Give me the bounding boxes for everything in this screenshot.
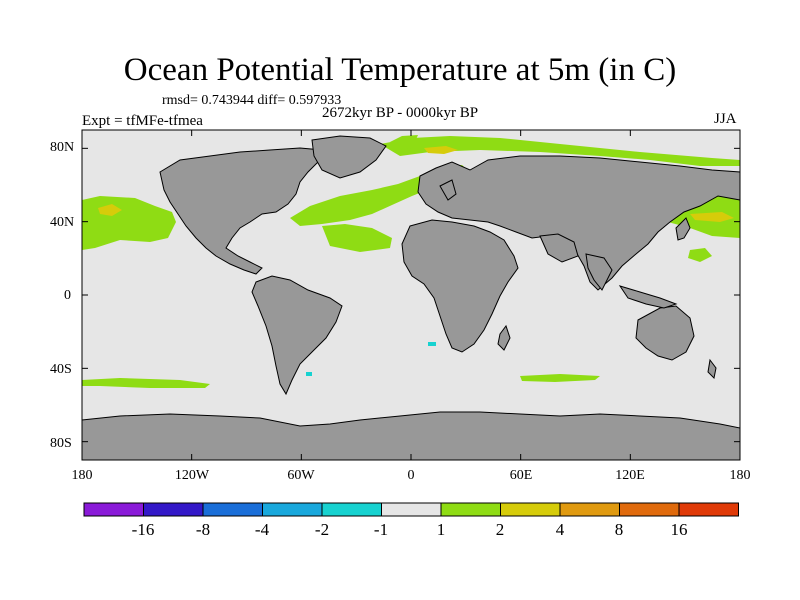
x-tick-label-0: 0 <box>407 468 415 483</box>
indonesia <box>618 285 678 309</box>
kuroshio-patch <box>690 212 734 222</box>
south-america <box>251 275 343 396</box>
season-label: JJA <box>714 111 737 127</box>
period-line: 2672kyr BP - 0000kyr BP <box>322 105 479 121</box>
africa <box>401 219 519 353</box>
y-tick-label-80n: 80N <box>50 140 75 155</box>
x-tick-label-180e: 180 <box>729 468 751 483</box>
colorbar-box <box>202 502 263 517</box>
colorbar-box <box>83 502 144 517</box>
colorbar-label: -4 <box>254 520 270 539</box>
y-tick-label-40s: 40S <box>50 362 72 377</box>
arabia <box>539 233 579 263</box>
cooling-speck-1 <box>428 342 436 346</box>
experiment-line: Expt = tfMFe-tfmea <box>82 113 203 129</box>
y-tick-label-40n: 40N <box>50 215 75 230</box>
colorbar-box <box>381 502 442 517</box>
southern-ocean-patch-2 <box>520 374 600 382</box>
x-tick-label-60e: 60E <box>509 468 533 483</box>
colorbar-box <box>262 502 323 517</box>
subtropical-atlantic-patch <box>322 224 392 252</box>
colorbar <box>83 502 739 517</box>
greenland <box>311 135 387 179</box>
eurasia <box>417 155 741 291</box>
land-masses <box>81 135 741 461</box>
british-isles <box>439 179 457 201</box>
axis-ticks <box>81 130 741 460</box>
gulf-of-alaska-patch <box>98 204 122 216</box>
colorbar-box <box>559 502 620 517</box>
stats-line: rmsd= 0.743944 diff= 0.597933 <box>162 93 342 108</box>
map-panel <box>81 129 741 461</box>
x-tick-label-120e: 120E <box>615 468 645 483</box>
india <box>585 253 613 291</box>
southern-ocean-patch-1 <box>82 378 210 388</box>
new-zealand <box>707 358 717 380</box>
japan <box>675 217 691 241</box>
colorbar-label: -1 <box>373 520 389 539</box>
barents-patch <box>390 135 418 150</box>
arctic-patch <box>380 136 740 166</box>
colorbar-label: -2 <box>314 520 330 539</box>
colorbar-box <box>619 502 680 517</box>
cooling-specks <box>306 342 436 376</box>
antarctica <box>81 411 741 461</box>
colorbar-label: -8 <box>195 520 211 539</box>
y-tick-label-80s: 80S <box>50 436 72 451</box>
madagascar <box>497 324 511 351</box>
colorbar-label: 8 <box>614 520 624 539</box>
colorbar-box <box>678 502 739 517</box>
colorbar-label: -16 <box>131 520 155 539</box>
colorbar-box <box>143 502 204 517</box>
north-america <box>159 147 323 275</box>
colorbar-label: 2 <box>495 520 505 539</box>
x-tick-label-180w: 180 <box>71 468 93 483</box>
cooling-speck-2 <box>306 372 312 376</box>
colorbar-box <box>440 502 501 517</box>
x-tick-label-120w: 120W <box>174 468 210 483</box>
colorbar-label: 4 <box>555 520 565 539</box>
colorbar-box <box>500 502 561 517</box>
australia <box>635 305 695 361</box>
y-tick-label-0: 0 <box>64 288 71 303</box>
nordic-seas-patch <box>424 146 458 154</box>
x-tick-label-60w: 60W <box>287 468 315 483</box>
colorbar-box <box>321 502 382 517</box>
west-pacific-patch <box>688 248 712 262</box>
colorbar-label: 1 <box>436 520 446 539</box>
colorbar-label: 16 <box>670 520 688 539</box>
plot-title: Ocean Potential Temperature at 5m (in C) <box>123 52 677 88</box>
